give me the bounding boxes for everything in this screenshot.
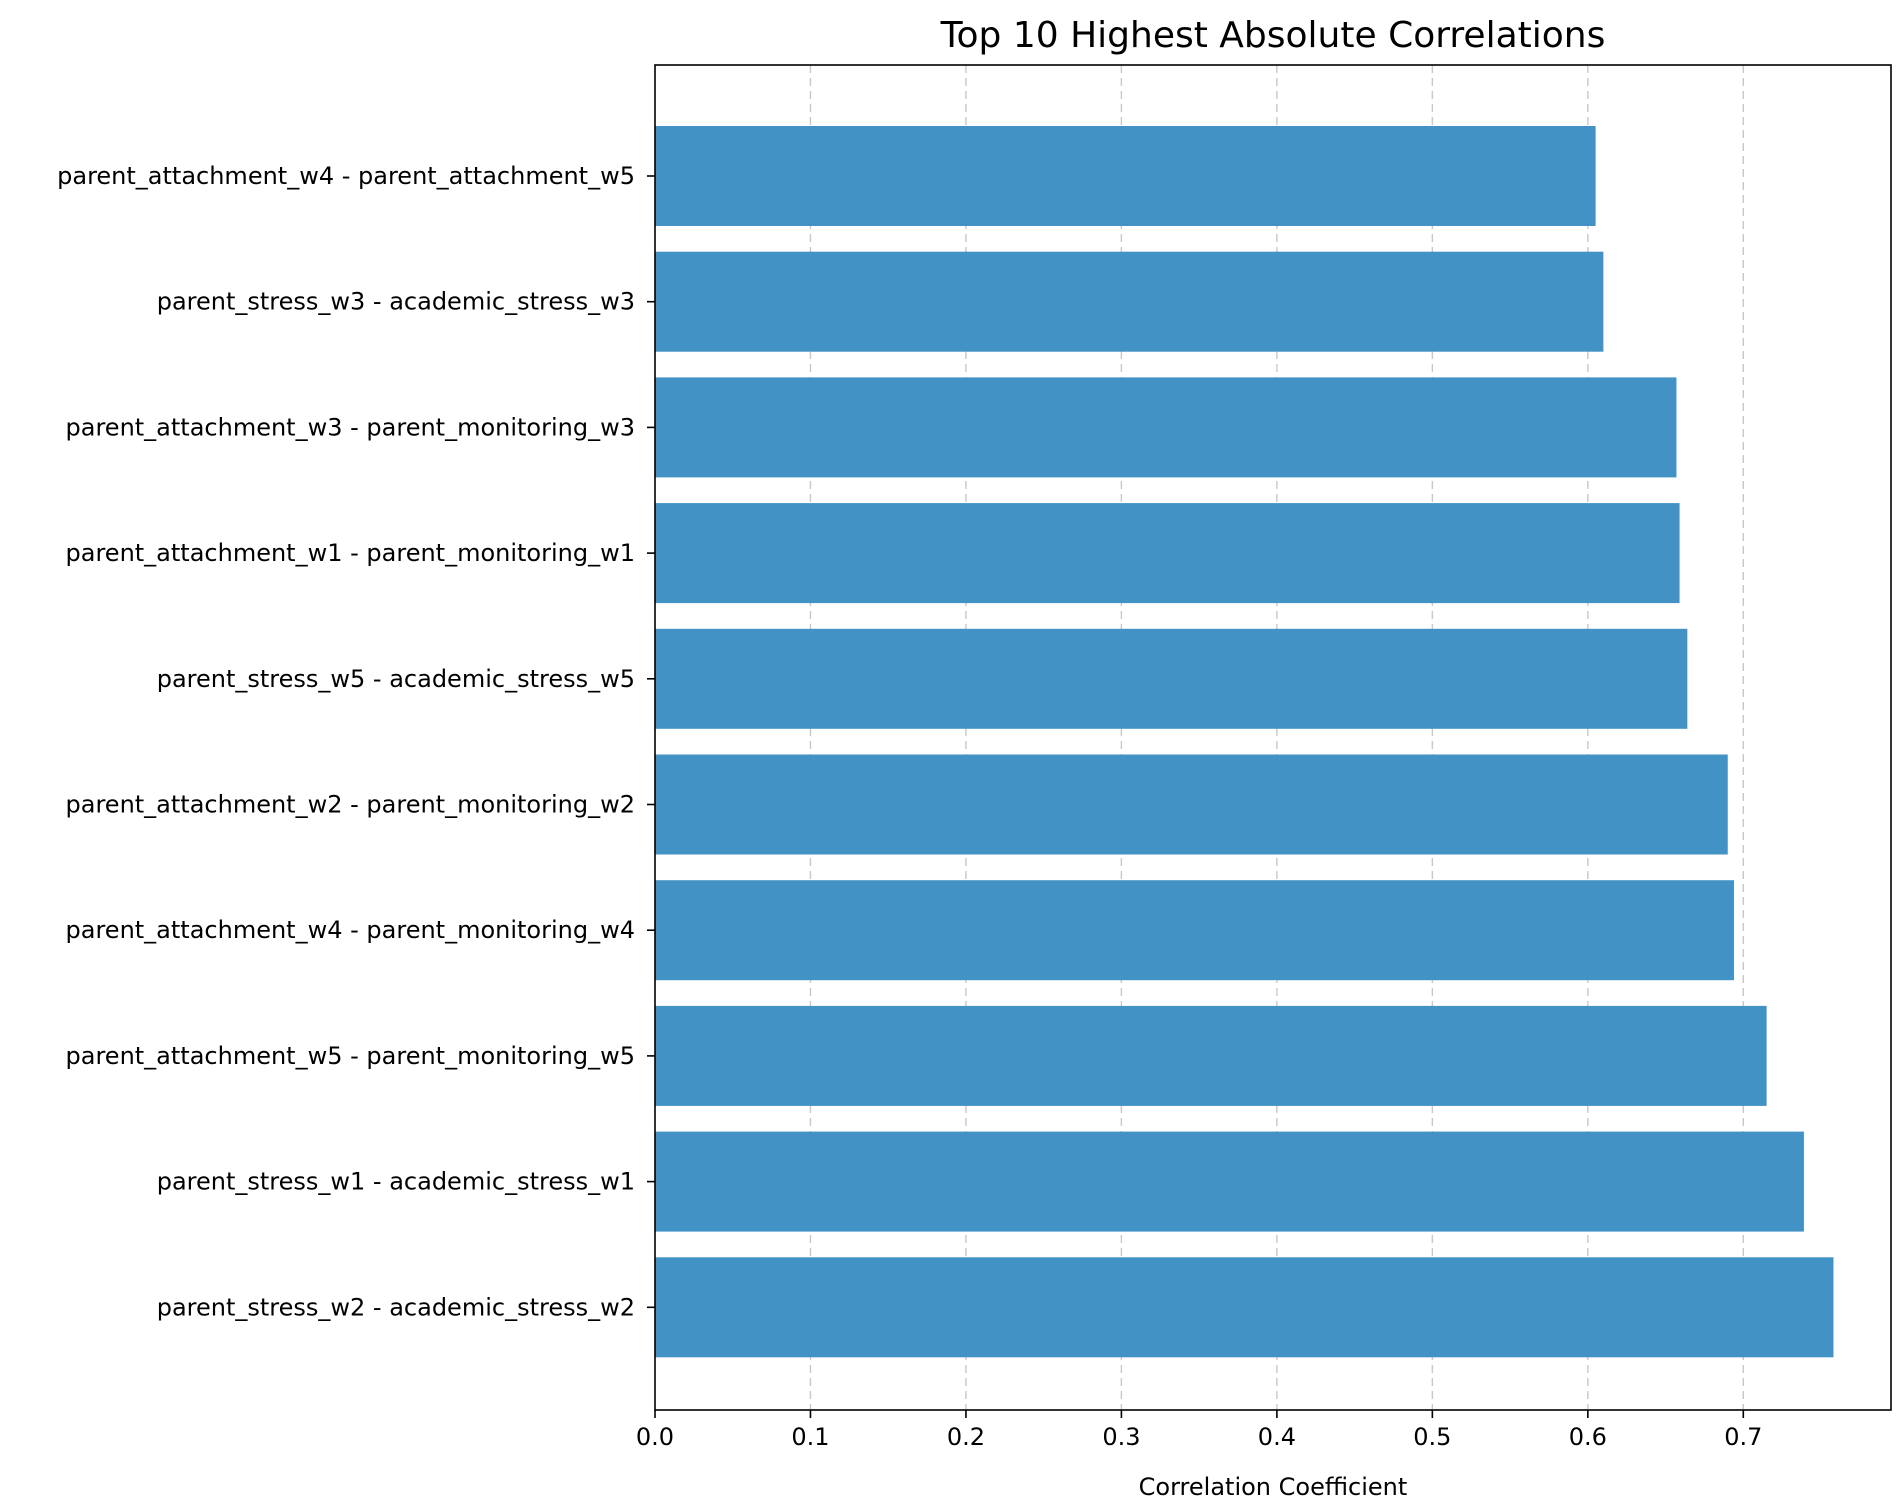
bar [655,251,1604,352]
bar [655,754,1728,855]
x-tick-label: 0.4 [1258,1423,1296,1451]
x-tick-label: 0.0 [636,1423,674,1451]
bar [655,1257,1834,1358]
bar [655,377,1677,478]
plot-frame [654,64,1892,1411]
x-axis-label: Correlation Coefficient [1139,1473,1408,1501]
bar [655,1005,1767,1106]
bar [655,503,1680,604]
y-tick-label: parent_attachment_w1 - parent_monitoring… [66,539,635,567]
bar [655,1131,1804,1232]
bars [655,126,1834,1358]
x-tick-label: 0.1 [791,1423,829,1451]
x-tick-label: 0.7 [1724,1423,1762,1451]
x-tick-label: 0.6 [1569,1423,1607,1451]
x-tick-label: 0.5 [1413,1423,1451,1451]
y-tick-label: parent_stress_w1 - academic_stress_w1 [157,1168,635,1196]
x-ticks: 0.0 0.1 0.2 0.3 0.4 0.5 0.6 0.7 [636,1410,1762,1451]
x-tick-label: 0.3 [1102,1423,1140,1451]
bar [655,628,1688,729]
y-tick-label: parent_stress_w5 - academic_stress_w5 [157,665,635,693]
y-tick-label: parent_attachment_w5 - parent_monitoring… [66,1042,635,1070]
chart-title: Top 10 Highest Absolute Correlations [940,15,1606,56]
bar [655,880,1734,981]
y-tick-label: parent_attachment_w4 - parent_monitoring… [66,916,635,944]
y-tick-label: parent_attachment_w3 - parent_monitoring… [66,413,635,441]
y-ticks: parent_attachment_w4 - parent_attachment… [57,162,655,1321]
x-tick-label: 0.2 [947,1423,985,1451]
y-tick-label: parent_attachment_w2 - parent_monitoring… [66,791,635,819]
y-tick-label: parent_attachment_w4 - parent_attachment… [57,162,635,190]
y-tick-label: parent_stress_w2 - academic_stress_w2 [157,1293,635,1321]
bar [655,126,1596,226]
y-tick-label: parent_stress_w3 - academic_stress_w3 [157,288,635,316]
